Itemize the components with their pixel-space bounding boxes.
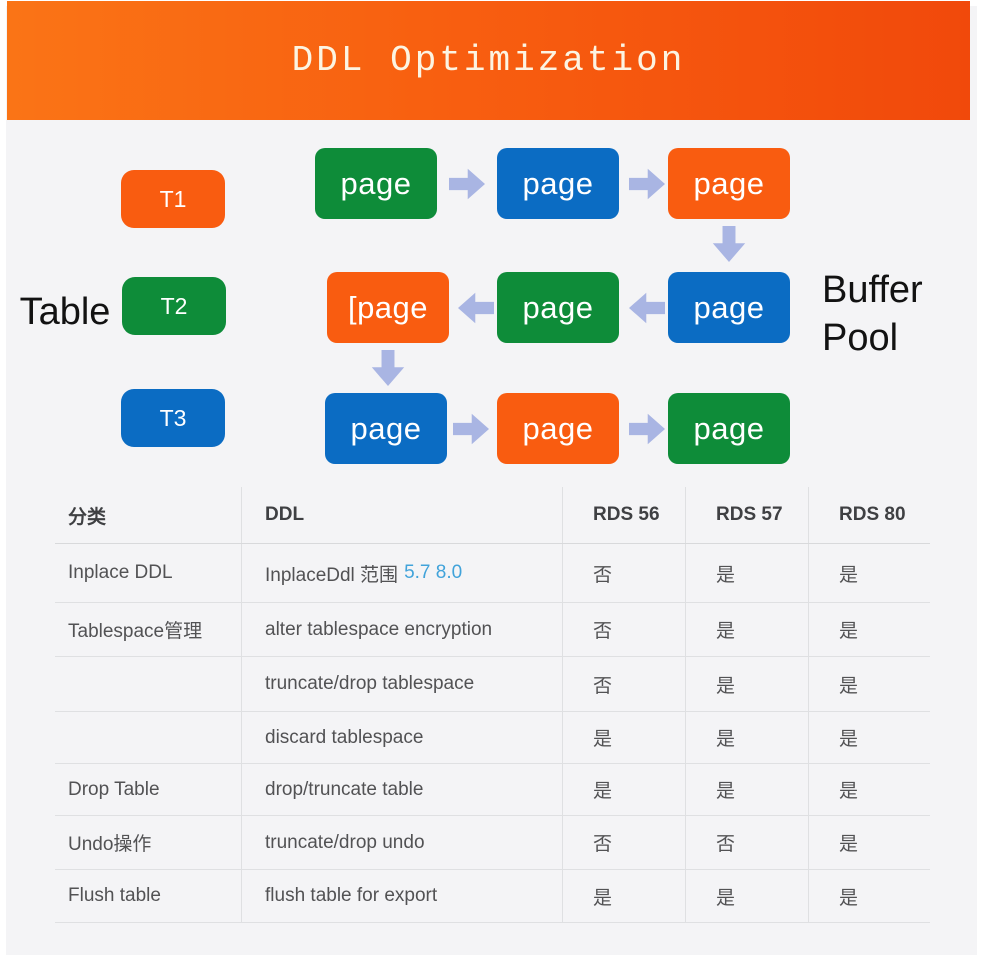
cell-rds80: 是 xyxy=(808,816,930,869)
cell-category xyxy=(55,657,241,711)
cell-ddl: truncate/drop tablespace xyxy=(241,657,562,711)
page-box-r3c1: page xyxy=(325,393,447,464)
table-row: Inplace DDL InplaceDdl 范围 5.7 8.0 否 是 是 xyxy=(55,544,930,603)
cell-ddl: truncate/drop undo xyxy=(241,816,562,869)
page-box-r2c2: page xyxy=(497,272,619,343)
cell-ddl: flush table for export xyxy=(241,870,562,922)
column-header-rds56: RDS 56 xyxy=(562,487,685,543)
ddl-text: InplaceDdl 范围 xyxy=(265,564,399,586)
ddl-version-highlight: 5.7 8.0 xyxy=(404,562,463,583)
table-box-t2: T2 xyxy=(122,277,226,335)
cell-category: Tablespace管理 xyxy=(68,621,203,642)
table-box-t3: T3 xyxy=(121,389,225,447)
table-header-row: 分类 DDL RDS 56 RDS 57 RDS 80 xyxy=(55,487,930,544)
page-box-r2c1: [page xyxy=(327,272,449,343)
page-box-r3c2: page xyxy=(497,393,619,464)
cell-ddl: discard tablespace xyxy=(241,712,562,763)
table-row: truncate/drop tablespace 否 是 是 xyxy=(55,657,930,712)
cell-rds57: 是 xyxy=(685,603,808,656)
cell-rds80: 是 xyxy=(808,603,930,656)
cell-rds57: 是 xyxy=(685,764,808,815)
cell-rds80: 是 xyxy=(808,657,930,711)
table-box-t1: T1 xyxy=(121,170,225,228)
cell-ddl: drop/truncate table xyxy=(241,764,562,815)
cell-rds56: 否 xyxy=(562,544,685,602)
table-row: Flush table flush table for export 是 是 是 xyxy=(55,870,930,923)
slide-background xyxy=(6,6,977,955)
page-title: DDL Optimization xyxy=(291,40,686,81)
cell-rds80: 是 xyxy=(808,870,930,922)
cell-rds56: 是 xyxy=(562,870,685,922)
cell-rds57: 是 xyxy=(685,712,808,763)
cell-ddl: alter tablespace encryption xyxy=(241,603,562,656)
cell-rds80: 是 xyxy=(808,764,930,815)
column-header-rds57: RDS 57 xyxy=(685,487,808,543)
cell-rds57: 否 xyxy=(685,816,808,869)
cell-rds80: 是 xyxy=(808,544,930,602)
page-box-r3c3: page xyxy=(668,393,790,464)
title-banner: DDL Optimization xyxy=(7,1,970,120)
column-header-rds80: RDS 80 xyxy=(808,487,930,543)
buffer-pool-label: Buffer Pool xyxy=(822,269,923,359)
cell-category: Flush table xyxy=(68,885,161,906)
cell-rds56: 是 xyxy=(562,712,685,763)
column-header-ddl: DDL xyxy=(241,487,562,543)
cell-rds56: 否 xyxy=(562,816,685,869)
cell-rds56: 否 xyxy=(562,603,685,656)
cell-rds56: 否 xyxy=(562,657,685,711)
column-header-category: 分类 xyxy=(68,506,107,528)
page-box-r2c3: page xyxy=(668,272,790,343)
cell-ddl: InplaceDdl 范围 5.7 8.0 xyxy=(241,544,562,602)
cell-category xyxy=(55,712,241,763)
cell-category: Undo操作 xyxy=(68,834,152,855)
table-row: Drop Table drop/truncate table 是 是 是 xyxy=(55,764,930,816)
cell-rds57: 是 xyxy=(685,657,808,711)
cell-rds80: 是 xyxy=(808,712,930,763)
cell-rds57: 是 xyxy=(685,544,808,602)
cell-category: Inplace DDL xyxy=(68,562,173,583)
cell-rds56: 是 xyxy=(562,764,685,815)
ddl-comparison-table: 分类 DDL RDS 56 RDS 57 RDS 80 Inplace DDL … xyxy=(55,487,930,923)
page-box-r1c3: page xyxy=(668,148,790,219)
table-row: Tablespace管理 alter tablespace encryption… xyxy=(55,603,930,657)
table-row: Undo操作 truncate/drop undo 否 否 是 xyxy=(55,816,930,870)
page-box-r1c2: page xyxy=(497,148,619,219)
cell-category: Drop Table xyxy=(68,778,160,800)
table-label: Table xyxy=(19,291,111,333)
table-row: discard tablespace 是 是 是 xyxy=(55,712,930,764)
cell-rds57: 是 xyxy=(685,870,808,922)
page-box-r1c1: page xyxy=(315,148,437,219)
